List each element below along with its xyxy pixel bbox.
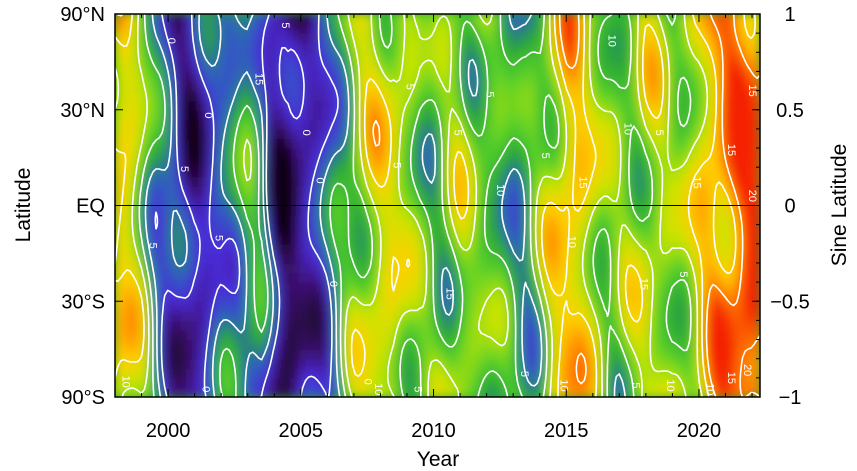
- contour-label: 5: [146, 243, 158, 249]
- left-axis-title: Latitude: [12, 168, 35, 243]
- contour-line: [154, 14, 339, 397]
- contour-label: 5: [451, 130, 463, 136]
- right-axis-title: Sine Latitude: [828, 144, 851, 267]
- contour-label: 0: [313, 178, 325, 184]
- contour-label: 5: [213, 235, 225, 241]
- anomaly-field: [115, 14, 760, 397]
- contour-label: 10: [372, 383, 384, 395]
- left-tick-label: 90°S: [61, 387, 105, 409]
- contour-label: 0: [202, 112, 214, 118]
- contour-label: 10: [664, 379, 676, 391]
- left-axis-ticks: 90°N 30°N EQ 30°S 90°S: [60, 4, 123, 409]
- contour-label: 5: [518, 371, 530, 377]
- left-tick-label: 30°S: [61, 291, 105, 313]
- x-axis-ticks: 2000 2005 2010 2015 2020: [114, 14, 753, 442]
- x-tick-label: 2010: [411, 420, 456, 442]
- anomaly-field-cells: [115, 14, 760, 397]
- contour-label: 10: [621, 123, 633, 135]
- contour-label: 0: [327, 281, 339, 287]
- contour-label: 10: [605, 35, 617, 47]
- contour-label: 10: [494, 184, 506, 196]
- x-axis-title: Year: [417, 448, 459, 471]
- contour-label: 15: [690, 176, 702, 188]
- contour-label: 5: [404, 84, 416, 90]
- contour-label: 15: [637, 278, 649, 290]
- contour-label: 0: [361, 379, 373, 385]
- x-tick-label: 2000: [146, 420, 191, 442]
- contour-label: 5: [677, 271, 689, 277]
- contour-line: [138, 14, 692, 397]
- right-tick-label: 0: [784, 196, 795, 218]
- x-tick-label: 2020: [677, 420, 722, 442]
- x-tick-label: 2005: [279, 420, 324, 442]
- x-tick-label: 2015: [544, 420, 589, 442]
- contour-label: 20: [746, 190, 758, 202]
- contour-label: 0: [199, 386, 211, 392]
- contour-label: 15: [746, 84, 758, 96]
- left-tick-label: 90°N: [60, 4, 105, 26]
- contour-label: 15: [252, 73, 264, 85]
- contour-label: 5: [539, 153, 551, 159]
- contour-label: 5: [653, 130, 665, 136]
- contour-label: 5: [629, 382, 641, 388]
- contour-label: 0: [300, 130, 312, 136]
- right-tick-label: 1: [784, 4, 795, 26]
- contour-label: 5: [483, 91, 495, 97]
- contour-label: 0: [165, 38, 177, 44]
- contour-label: 10: [558, 379, 570, 391]
- right-tick-label: −1: [779, 387, 802, 409]
- right-tick-label: −0.5: [770, 291, 809, 313]
- left-tick-label: 30°N: [60, 100, 105, 122]
- contour-label: 15: [725, 372, 737, 384]
- contour-line: [144, 14, 626, 397]
- contour-label: 5: [390, 162, 402, 168]
- contour-labels: 0015500055510001055515551055101510101015…: [120, 22, 758, 395]
- contour-label: 20: [741, 364, 753, 376]
- contour-label: 10: [120, 376, 132, 388]
- contour-label: 15: [576, 176, 588, 188]
- contour-label: 15: [725, 144, 737, 156]
- contour-label: 10: [566, 236, 578, 248]
- right-tick-label: 0.5: [776, 100, 804, 122]
- contour-label: 10: [704, 383, 716, 395]
- contour-label: 5: [412, 386, 424, 392]
- contour-label: 15: [443, 287, 455, 299]
- right-axis-ticks: 1 0.5 0 −0.5 −1: [752, 4, 810, 409]
- contour-label: 5: [178, 166, 190, 172]
- contour-label: 5: [279, 22, 291, 28]
- left-tick-label: EQ: [76, 196, 105, 218]
